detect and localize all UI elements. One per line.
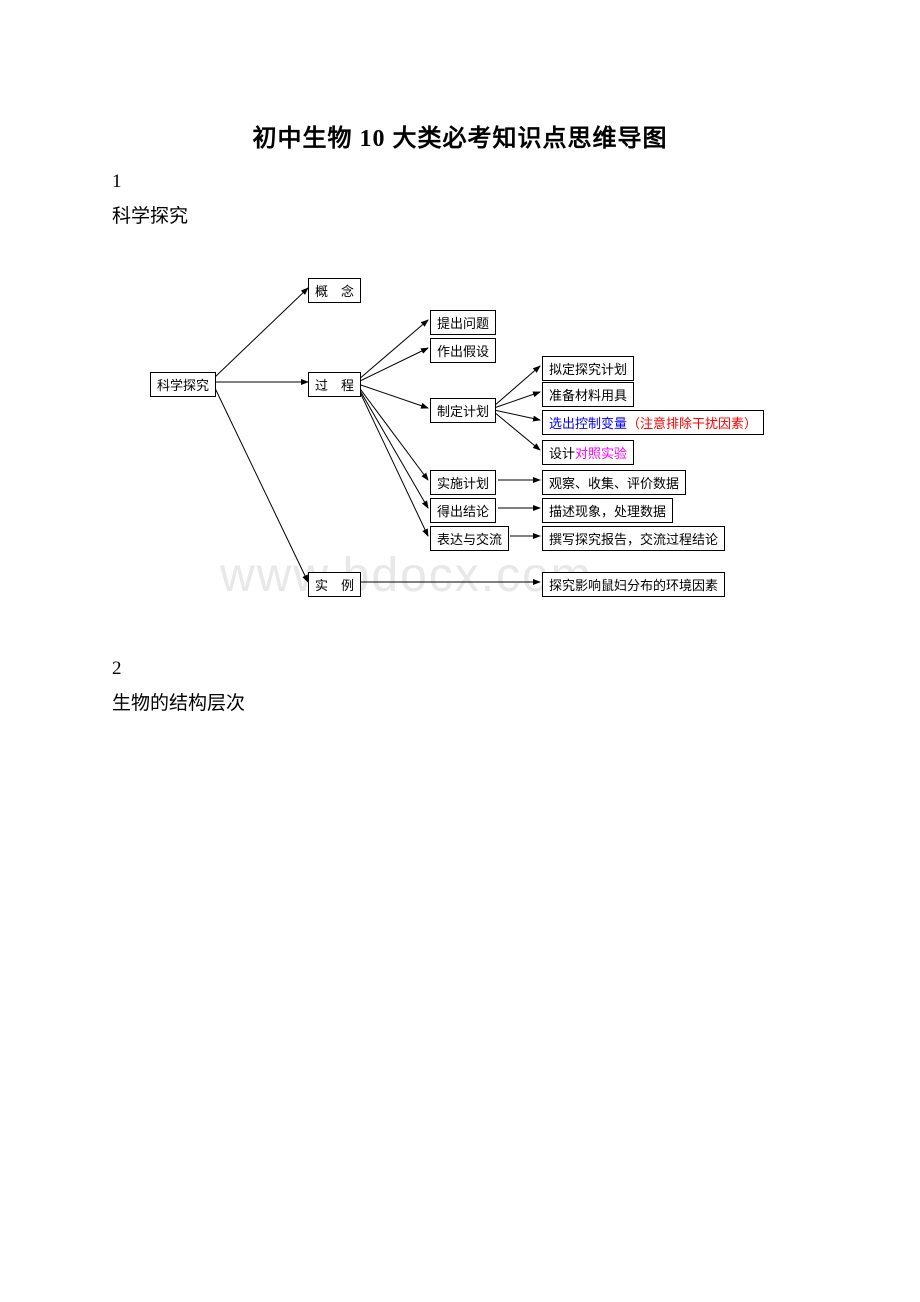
node-p1: 提出问题	[430, 310, 496, 335]
mindmap-diagram: www.bdocx.com 科学探究 概 念 过 程 实 例 提出问题 作出假设…	[140, 258, 840, 618]
node-pl3-blue: 选出控制变量	[549, 416, 627, 431]
node-r2: 描述现象，处理数据	[542, 498, 673, 523]
node-concept: 概 念	[308, 278, 361, 303]
node-p4: 实施计划	[430, 470, 496, 495]
node-pl3-red: （注意排除干扰因素）	[627, 416, 757, 431]
node-example: 实 例	[308, 572, 361, 597]
node-pl4: 设计对照实验	[542, 440, 634, 465]
node-example-result: 探究影响鼠妇分布的环境因素	[542, 572, 725, 597]
node-r3: 撰写探究报告，交流过程结论	[542, 526, 725, 551]
node-pl2: 准备材料用具	[542, 382, 634, 407]
node-pl4-pink: 对照实验	[575, 446, 627, 461]
section1-label: 科学探究	[0, 201, 920, 228]
node-pl3: 选出控制变量（注意排除干扰因素）	[542, 410, 764, 435]
node-p5: 得出结论	[430, 498, 496, 523]
node-p2: 作出假设	[430, 338, 496, 363]
node-root: 科学探究	[150, 372, 216, 397]
node-r1: 观察、收集、评价数据	[542, 470, 686, 495]
node-process: 过 程	[308, 372, 361, 397]
section1-number: 1	[0, 171, 920, 193]
section2-label: 生物的结构层次	[0, 688, 920, 715]
node-pl1: 拟定探究计划	[542, 356, 634, 381]
page-title: 初中生物 10 大类必考知识点思维导图	[0, 0, 920, 153]
watermark-text: www.bdocx.com	[220, 548, 593, 603]
node-pl4-prefix: 设计	[549, 446, 575, 461]
node-p6: 表达与交流	[430, 526, 509, 551]
section2-number: 2	[0, 658, 920, 680]
node-p3: 制定计划	[430, 398, 496, 423]
